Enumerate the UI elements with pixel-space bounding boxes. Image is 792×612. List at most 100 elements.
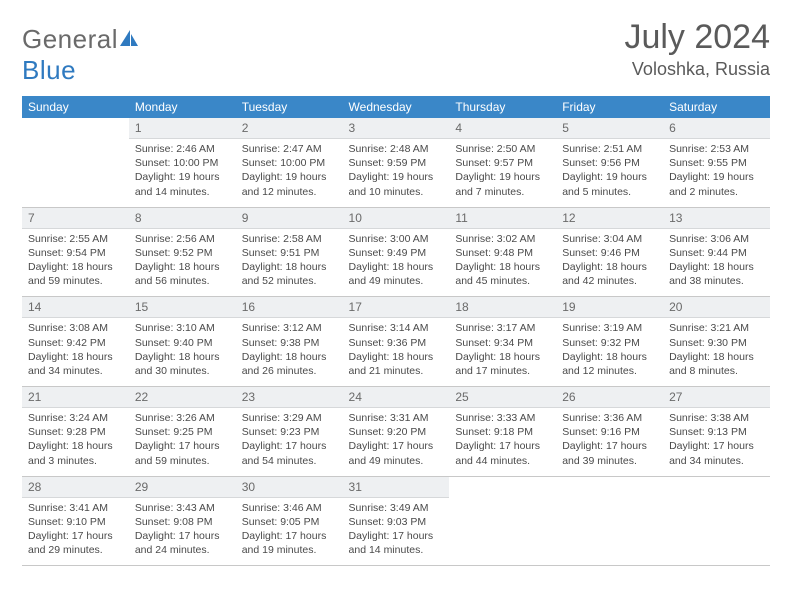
day-body: Sunrise: 2:48 AMSunset: 9:59 PMDaylight:… (343, 139, 450, 207)
calendar-cell: 16Sunrise: 3:12 AMSunset: 9:38 PMDayligh… (236, 297, 343, 387)
calendar-cell: 9Sunrise: 2:58 AMSunset: 9:51 PMDaylight… (236, 207, 343, 297)
day-body: Sunrise: 3:06 AMSunset: 9:44 PMDaylight:… (663, 229, 770, 297)
calendar-cell: 5Sunrise: 2:51 AMSunset: 9:56 PMDaylight… (556, 118, 663, 207)
day-number: 16 (236, 297, 343, 318)
day-body: Sunrise: 2:56 AMSunset: 9:52 PMDaylight:… (129, 229, 236, 297)
day-body: Sunrise: 2:53 AMSunset: 9:55 PMDaylight:… (663, 139, 770, 207)
day-number: 21 (22, 387, 129, 408)
day-header: Wednesday (343, 96, 450, 118)
day-number: 7 (22, 208, 129, 229)
day-body: Sunrise: 3:31 AMSunset: 9:20 PMDaylight:… (343, 408, 450, 476)
calendar-cell: 30Sunrise: 3:46 AMSunset: 9:05 PMDayligh… (236, 476, 343, 566)
calendar-cell: 29Sunrise: 3:43 AMSunset: 9:08 PMDayligh… (129, 476, 236, 566)
day-number: 11 (449, 208, 556, 229)
calendar-cell: 17Sunrise: 3:14 AMSunset: 9:36 PMDayligh… (343, 297, 450, 387)
day-number: 28 (22, 477, 129, 498)
calendar-cell: 11Sunrise: 3:02 AMSunset: 9:48 PMDayligh… (449, 207, 556, 297)
day-number: 12 (556, 208, 663, 229)
calendar-cell: 13Sunrise: 3:06 AMSunset: 9:44 PMDayligh… (663, 207, 770, 297)
day-body: Sunrise: 2:46 AMSunset: 10:00 PMDaylight… (129, 139, 236, 207)
day-body: Sunrise: 3:38 AMSunset: 9:13 PMDaylight:… (663, 408, 770, 476)
title-block: July 2024 Voloshka, Russia (624, 18, 770, 80)
calendar-cell: . (449, 476, 556, 566)
calendar-cell: 1Sunrise: 2:46 AMSunset: 10:00 PMDayligh… (129, 118, 236, 207)
day-body: Sunrise: 3:12 AMSunset: 9:38 PMDaylight:… (236, 318, 343, 386)
day-body: Sunrise: 3:33 AMSunset: 9:18 PMDaylight:… (449, 408, 556, 476)
header: GeneralBlue July 2024 Voloshka, Russia (22, 18, 770, 86)
day-number: 5 (556, 118, 663, 139)
calendar-cell: 27Sunrise: 3:38 AMSunset: 9:13 PMDayligh… (663, 387, 770, 477)
location: Voloshka, Russia (624, 59, 770, 80)
day-number: 19 (556, 297, 663, 318)
day-number: 18 (449, 297, 556, 318)
calendar-cell: . (663, 476, 770, 566)
calendar-cell: 4Sunrise: 2:50 AMSunset: 9:57 PMDaylight… (449, 118, 556, 207)
calendar-row: 28Sunrise: 3:41 AMSunset: 9:10 PMDayligh… (22, 476, 770, 566)
day-body: Sunrise: 3:08 AMSunset: 9:42 PMDaylight:… (22, 318, 129, 386)
day-body: Sunrise: 2:58 AMSunset: 9:51 PMDaylight:… (236, 229, 343, 297)
brand-name: GeneralBlue (22, 24, 140, 86)
day-body: Sunrise: 2:55 AMSunset: 9:54 PMDaylight:… (22, 229, 129, 297)
calendar-cell: 8Sunrise: 2:56 AMSunset: 9:52 PMDaylight… (129, 207, 236, 297)
day-number: 24 (343, 387, 450, 408)
day-number: 20 (663, 297, 770, 318)
calendar-body: . 1Sunrise: 2:46 AMSunset: 10:00 PMDayli… (22, 118, 770, 566)
calendar-cell: 10Sunrise: 3:00 AMSunset: 9:49 PMDayligh… (343, 207, 450, 297)
day-body: Sunrise: 2:47 AMSunset: 10:00 PMDaylight… (236, 139, 343, 207)
day-number: 30 (236, 477, 343, 498)
calendar-cell: 14Sunrise: 3:08 AMSunset: 9:42 PMDayligh… (22, 297, 129, 387)
calendar-cell: 20Sunrise: 3:21 AMSunset: 9:30 PMDayligh… (663, 297, 770, 387)
day-body: Sunrise: 2:51 AMSunset: 9:56 PMDaylight:… (556, 139, 663, 207)
day-header: Monday (129, 96, 236, 118)
calendar-cell: . (556, 476, 663, 566)
day-number: 31 (343, 477, 450, 498)
day-header: Thursday (449, 96, 556, 118)
calendar-row: 7Sunrise: 2:55 AMSunset: 9:54 PMDaylight… (22, 207, 770, 297)
day-body: Sunrise: 3:14 AMSunset: 9:36 PMDaylight:… (343, 318, 450, 386)
day-number: 15 (129, 297, 236, 318)
calendar-cell: 15Sunrise: 3:10 AMSunset: 9:40 PMDayligh… (129, 297, 236, 387)
calendar-cell: 3Sunrise: 2:48 AMSunset: 9:59 PMDaylight… (343, 118, 450, 207)
calendar-cell: 18Sunrise: 3:17 AMSunset: 9:34 PMDayligh… (449, 297, 556, 387)
calendar-cell: 21Sunrise: 3:24 AMSunset: 9:28 PMDayligh… (22, 387, 129, 477)
month-title: July 2024 (624, 18, 770, 57)
calendar-cell: 2Sunrise: 2:47 AMSunset: 10:00 PMDayligh… (236, 118, 343, 207)
day-header: Saturday (663, 96, 770, 118)
day-number: 10 (343, 208, 450, 229)
brand-name-b: Blue (22, 55, 76, 85)
day-number: 13 (663, 208, 770, 229)
day-header: Friday (556, 96, 663, 118)
day-body: Sunrise: 3:19 AMSunset: 9:32 PMDaylight:… (556, 318, 663, 386)
day-number: 25 (449, 387, 556, 408)
day-body: Sunrise: 3:04 AMSunset: 9:46 PMDaylight:… (556, 229, 663, 297)
day-body: Sunrise: 3:17 AMSunset: 9:34 PMDaylight:… (449, 318, 556, 386)
day-body: Sunrise: 3:21 AMSunset: 9:30 PMDaylight:… (663, 318, 770, 386)
day-number: 22 (129, 387, 236, 408)
day-body: Sunrise: 3:24 AMSunset: 9:28 PMDaylight:… (22, 408, 129, 476)
calendar-cell: . (22, 118, 129, 207)
day-number: 27 (663, 387, 770, 408)
day-body: Sunrise: 3:49 AMSunset: 9:03 PMDaylight:… (343, 498, 450, 566)
brand-logo: GeneralBlue (22, 18, 140, 86)
day-body: Sunrise: 3:36 AMSunset: 9:16 PMDaylight:… (556, 408, 663, 476)
day-number: 26 (556, 387, 663, 408)
calendar-cell: 24Sunrise: 3:31 AMSunset: 9:20 PMDayligh… (343, 387, 450, 477)
day-body: Sunrise: 3:46 AMSunset: 9:05 PMDaylight:… (236, 498, 343, 566)
day-number: 2 (236, 118, 343, 139)
day-number: 4 (449, 118, 556, 139)
brand-name-a: General (22, 24, 118, 54)
calendar-table: SundayMondayTuesdayWednesdayThursdayFrid… (22, 96, 770, 566)
calendar-row: . 1Sunrise: 2:46 AMSunset: 10:00 PMDayli… (22, 118, 770, 207)
calendar-row: 14Sunrise: 3:08 AMSunset: 9:42 PMDayligh… (22, 297, 770, 387)
calendar-cell: 31Sunrise: 3:49 AMSunset: 9:03 PMDayligh… (343, 476, 450, 566)
calendar-row: 21Sunrise: 3:24 AMSunset: 9:28 PMDayligh… (22, 387, 770, 477)
day-body: Sunrise: 2:50 AMSunset: 9:57 PMDaylight:… (449, 139, 556, 207)
day-number: 14 (22, 297, 129, 318)
calendar-cell: 23Sunrise: 3:29 AMSunset: 9:23 PMDayligh… (236, 387, 343, 477)
day-body: Sunrise: 3:00 AMSunset: 9:49 PMDaylight:… (343, 229, 450, 297)
day-body: Sunrise: 3:41 AMSunset: 9:10 PMDaylight:… (22, 498, 129, 566)
calendar-cell: 6Sunrise: 2:53 AMSunset: 9:55 PMDaylight… (663, 118, 770, 207)
day-body: Sunrise: 3:29 AMSunset: 9:23 PMDaylight:… (236, 408, 343, 476)
day-body: Sunrise: 3:10 AMSunset: 9:40 PMDaylight:… (129, 318, 236, 386)
day-number: 9 (236, 208, 343, 229)
